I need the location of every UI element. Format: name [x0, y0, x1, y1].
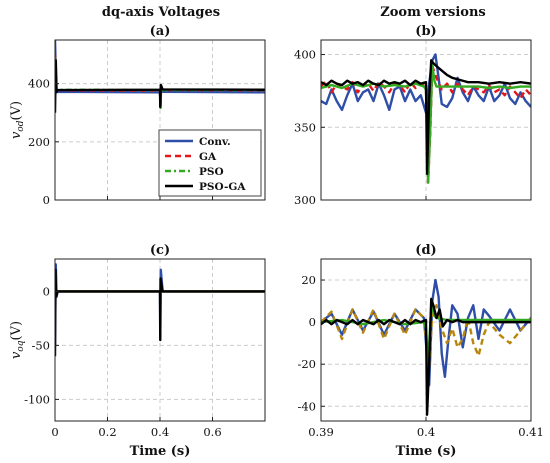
panel-3-xlabel: Time (s) [130, 444, 191, 459]
panel-3-series-3 [55, 268, 265, 357]
panel-3-xtick-label-2: 0.4 [151, 425, 169, 439]
panel-4-xtick-label-2: 0.41 [518, 425, 544, 439]
panel-1-ytick-label-0: 0 [43, 193, 50, 207]
panel-4-series-1 [321, 304, 531, 370]
panel-1-ytick-label-2: 400 [28, 77, 50, 91]
panel-1-title: (a) [150, 24, 171, 39]
panel-4-ytick-label-1: -20 [297, 357, 316, 371]
panel-2-series-2 [321, 63, 531, 184]
panel-1-legend-label-3: PSO-GA [199, 181, 246, 193]
panel-3-xtick-label-1: 0.2 [98, 425, 116, 439]
panel-4-xtick-label-1: 0.4 [417, 425, 435, 439]
panel-4: 0.39 0.4 0.41 -40 -20 0 20 (d) Time (s) [297, 243, 543, 459]
panel-2-ytick-label-1: 350 [294, 120, 316, 134]
panel-3-title: (c) [150, 243, 170, 258]
panel-1: 0 200 400 (a) vod(V) Conv. GA PSO PSO-GA [9, 24, 266, 207]
panel-2-title: (b) [415, 24, 436, 39]
panel-3-ytick-label-0: -100 [24, 392, 50, 406]
column-title-left: dq-axis Voltages [102, 5, 220, 20]
panel-2-series-3 [321, 59, 531, 176]
panel-3-xtick-label-0: 0 [51, 425, 58, 439]
panel-2-series-1 [321, 64, 531, 184]
panel-2-ytick-label-0: 300 [294, 193, 316, 207]
panel-3-ylabel: voq(V) [9, 321, 26, 359]
panel-4-ytick-label-0: -40 [297, 399, 316, 413]
panel-4-xtick-label-0: 0.39 [308, 425, 334, 439]
panel-1-ytick-label-1: 200 [28, 135, 50, 149]
panel-1-legend-label-0: Conv. [199, 136, 231, 148]
panel-1-ylabel: vod(V) [9, 101, 26, 139]
panel-4-ytick-label-3: 20 [301, 273, 316, 287]
panel-3-ytick-label-1: -50 [31, 338, 50, 352]
panel-2-ytick-label-2: 400 [294, 48, 316, 62]
panel-4-title: (d) [415, 243, 436, 258]
panel-1-legend-label-2: PSO [199, 166, 224, 178]
panel-3: 0 0.2 0.4 0.6 -100 -50 0 (c) Time (s) voq(V) [9, 243, 266, 459]
panel-4-series-3 [321, 297, 531, 416]
panel-3-xtick-label-3: 0.6 [203, 425, 221, 439]
column-title-right: Zoom versions [380, 5, 486, 20]
panel-2: 300 350 400 (b) [294, 24, 532, 207]
panel-1-series-3 [55, 59, 265, 113]
panel-4-ytick-label-2: 0 [309, 315, 316, 329]
panel-3-ytick-label-2: 0 [43, 284, 50, 298]
panel-1-legend-label-1: GA [199, 151, 217, 163]
panel-4-xlabel: Time (s) [396, 444, 457, 459]
